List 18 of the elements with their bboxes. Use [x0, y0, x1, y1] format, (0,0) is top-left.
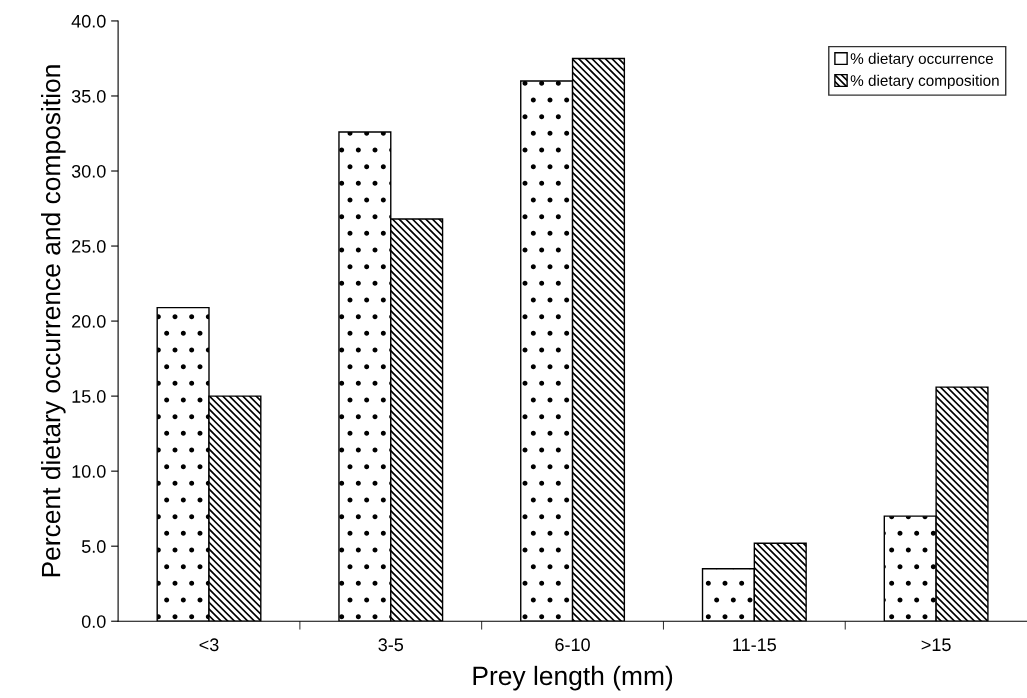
y-tick-label: 30.0 [71, 164, 106, 178]
y-tick-label: 40.0 [71, 14, 106, 28]
x-tick-label: 3-5 [378, 638, 404, 652]
y-axis-title: Percent dietary occurrence and composition [41, 65, 66, 577]
y-tick-label: 10.0 [72, 465, 106, 478]
x-tick-label: <3 [199, 638, 219, 652]
y-tick-label: 15.0 [72, 390, 106, 403]
y-tick-label: 20.0 [72, 315, 106, 328]
x-tick-label: 6-10 [555, 638, 590, 652]
legend-label: % dietary occurrence [850, 52, 993, 68]
y-tick-label: 35.0 [71, 89, 106, 103]
x-tick-label: >15 [921, 638, 951, 652]
y-tick-label: 0.0 [81, 615, 106, 628]
x-axis-title: Prey length (mm) [473, 665, 673, 691]
y-tick-label: 5.0 [81, 540, 106, 553]
legend-label: % dietary composition [850, 74, 999, 89]
x-tick-label: 11-15 [733, 638, 776, 652]
y-tick-label: 25.0 [72, 239, 106, 253]
